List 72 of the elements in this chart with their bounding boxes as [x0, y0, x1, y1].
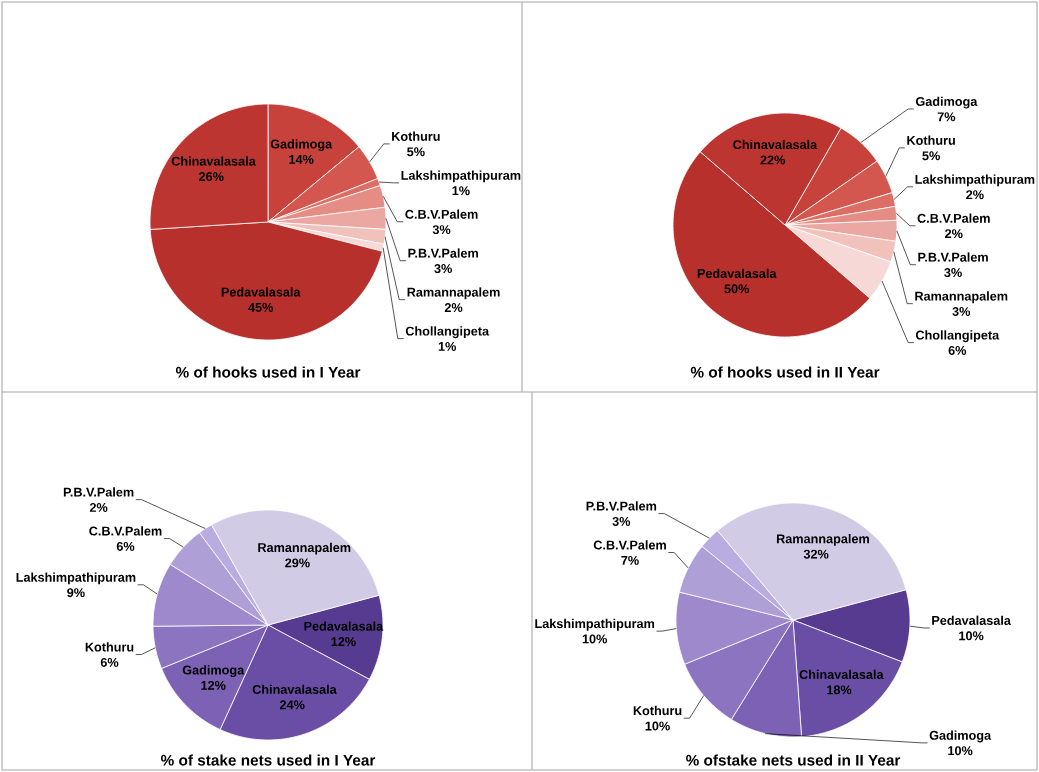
data-label: 1%	[452, 186, 470, 196]
data-label: 2%	[945, 229, 963, 239]
slice-label: Pedavalasala	[932, 615, 1011, 625]
slice-label: Kothuru	[633, 705, 682, 716]
slice-label: P.B.V.Palem	[408, 248, 478, 258]
slice-label: Gadimoga	[915, 96, 978, 109]
data-label: 26%	[199, 172, 224, 182]
slice-label: Gadimoga	[929, 730, 992, 743]
slice-label: P.B.V.Palem	[586, 501, 657, 511]
slice-label: Chinavalasala	[171, 156, 256, 166]
data-label: 32%	[803, 549, 829, 559]
data-label: 3%	[612, 516, 631, 526]
slice-label: P.B.V.Palem	[918, 252, 988, 262]
data-label: 3%	[952, 307, 971, 316]
slice-label: C.B.V.Palem	[89, 526, 162, 536]
slice-label: C.B.V.Palem	[917, 213, 990, 223]
data-label: 3%	[432, 225, 451, 235]
data-label: 10%	[645, 721, 670, 731]
slice-label: Gadimoga	[182, 665, 245, 678]
slice-label: Chinavalasala	[733, 139, 818, 150]
slice-label: Kothuru	[907, 135, 955, 145]
data-label: 50%	[724, 284, 750, 294]
slice-label: Ramannapalem	[407, 287, 500, 300]
text: % of hooks used in II Year	[690, 366, 880, 378]
data-label: 12%	[201, 680, 226, 690]
data-label: 45%	[248, 302, 274, 312]
data-label: 6%	[948, 345, 967, 355]
slice-label: C.B.V.Palem	[405, 209, 478, 219]
slice-label: Pedavalasala	[697, 268, 777, 278]
slice-label: Ramannapalem	[915, 291, 1008, 304]
slice-label: C.B.V.Palem	[593, 540, 666, 550]
slice-label: Pedavalasala	[304, 621, 384, 631]
data-label: 3%	[944, 268, 962, 278]
slice-label: Ramannapalem	[258, 542, 351, 555]
data-label: 22%	[760, 155, 786, 165]
slice-label: Lakshimpathipuram	[535, 618, 655, 631]
slice-label: Lakshimpathipuram	[16, 572, 136, 585]
data-label: 18%	[827, 685, 852, 695]
data-label: 24%	[279, 700, 305, 710]
data-label: 7%	[621, 555, 639, 565]
slice-label: Pedavalasala	[221, 287, 301, 297]
text: % of hooks used in I Year	[175, 366, 361, 378]
slice-label: Ramannapalem	[776, 533, 869, 546]
data-label: 10%	[582, 634, 607, 644]
slice-label: Chinavalasala	[252, 684, 337, 694]
data-label: 9%	[67, 588, 85, 598]
data-label: 2%	[966, 190, 984, 200]
text: % ofstake nets used in II Year	[686, 754, 901, 766]
data-label: 2%	[89, 502, 108, 512]
data-label: 3%	[434, 264, 452, 274]
data-label: 2%	[444, 303, 463, 312]
slice-label: Lakshimpathipuram	[401, 170, 521, 183]
slice-label: Lakshimpathipuram	[915, 174, 1035, 187]
slice-label: Chollangipeta	[405, 326, 490, 339]
slice-label: Chollangipeta	[915, 330, 1000, 343]
data-label: 7%	[937, 112, 956, 122]
data-label: 6%	[116, 541, 135, 551]
data-label: 14%	[289, 154, 314, 164]
slice-label: Kothuru	[392, 131, 440, 141]
data-label: 29%	[285, 558, 310, 568]
slice-label: Kothuru	[85, 642, 134, 652]
data-label: 5%	[407, 147, 425, 157]
slice-label: Gadimoga	[270, 139, 333, 152]
slice-label: Chinavalasala	[799, 669, 884, 679]
text: % of stake nets used in I Year	[161, 754, 376, 766]
slice-label: P.B.V.Palem	[63, 487, 134, 497]
data-label: 6%	[100, 657, 119, 667]
data-label: 10%	[948, 746, 973, 756]
data-label: 10%	[959, 631, 984, 641]
data-label: 1%	[438, 341, 456, 351]
data-label: 12%	[331, 637, 356, 647]
data-label: 5%	[922, 151, 940, 161]
